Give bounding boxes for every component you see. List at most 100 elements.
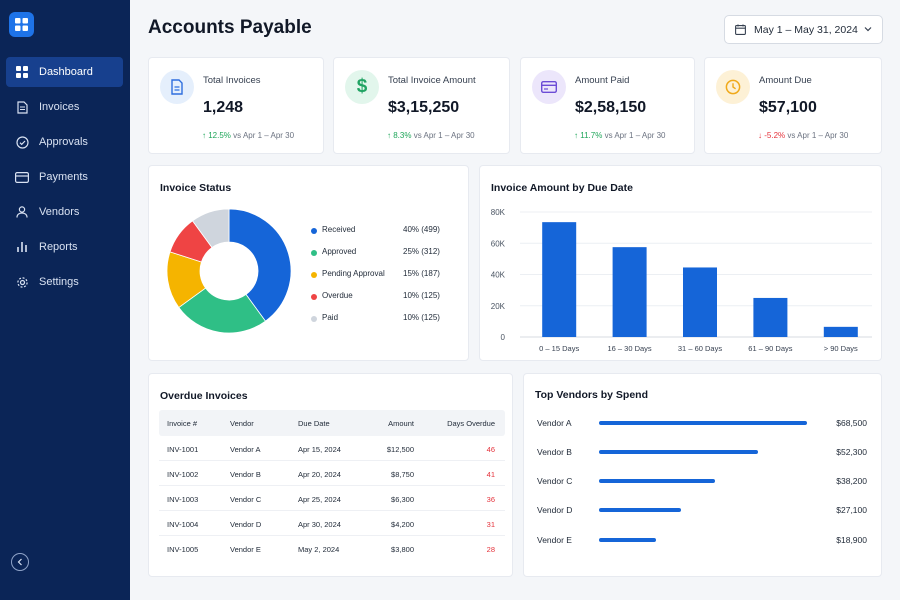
invoice-status-legend: Received 40% (499) Approved 25% (312) Pe…: [311, 224, 446, 334]
bar[interactable]: [683, 267, 717, 337]
sidebar-item-label: Reports: [39, 241, 78, 253]
donut-slice-paid[interactable]: [191, 208, 230, 249]
card-title: Top Vendors by Spend: [535, 389, 648, 401]
kpi-value: 1,248: [203, 99, 244, 116]
kpi-delta: ↑ 8.3% vs Apr 1 – Apr 30: [387, 131, 475, 140]
donut-slice-received[interactable]: [228, 208, 292, 322]
kpi-label: Amount Paid: [575, 75, 630, 86]
column-header[interactable]: Due Date: [298, 419, 330, 428]
legend-item-paid: Paid 10% (125): [311, 312, 446, 334]
sidebar-item-invoices[interactable]: Invoices: [6, 92, 123, 122]
vendor-spend-bar: [599, 450, 758, 454]
arrow-down-icon: ↓: [758, 131, 765, 140]
sidebar-item-label: Vendors: [39, 206, 80, 218]
sidebar: Dashboard Invoices Approvals Payments Ve…: [0, 0, 130, 600]
vendor-row[interactable]: Vendor B $52,300: [537, 447, 867, 457]
document-icon: [160, 70, 194, 104]
kpi-card-amount-due: Amount Due $57,100 ↓ -5.2% vs Apr 1 – Ap…: [704, 57, 882, 154]
vendor-spend-bar: [599, 538, 657, 542]
column-header[interactable]: Days Overdue: [447, 419, 495, 428]
table-row[interactable]: INV-1004 Vendor D Apr 30, 2024 $4,200 31: [159, 511, 505, 536]
legend-dot: [311, 272, 317, 278]
check-circle-icon: [15, 135, 29, 149]
vendor-spend-bar: [599, 421, 807, 425]
vendor-row[interactable]: Vendor A $68,500: [537, 418, 867, 428]
legend-item-received: Received 40% (499): [311, 224, 446, 246]
card-title: Invoice Status: [160, 182, 232, 194]
card-title: Overdue Invoices: [160, 390, 248, 402]
column-header[interactable]: Invoice #: [167, 419, 198, 428]
credit-card-icon: [532, 70, 566, 104]
x-tick-label: 16 – 30 Days: [607, 344, 651, 353]
y-tick-label: 60K: [491, 239, 506, 248]
kpi-label: Total Invoices: [203, 75, 261, 86]
sidebar-item-label: Settings: [39, 276, 79, 288]
sidebar-item-payments[interactable]: Payments: [6, 162, 123, 192]
column-header[interactable]: Amount: [388, 419, 414, 428]
sidebar-item-approvals[interactable]: Approvals: [6, 127, 123, 157]
vendor-row[interactable]: Vendor C $38,200: [537, 476, 867, 486]
dollar-icon: $: [345, 70, 379, 104]
bar[interactable]: [753, 297, 788, 337]
table-row[interactable]: INV-1003 Vendor C Apr 25, 2024 $6,300 36: [159, 486, 505, 511]
chevron-down-icon: [864, 27, 872, 32]
x-tick-label: 61 – 90 Days: [748, 344, 792, 353]
bar[interactable]: [823, 326, 858, 337]
invoice-amount-by-due-date-card: Invoice Amount by Due Date 0 20K 40K 60K 80K…: [479, 165, 882, 361]
sidebar-item-reports[interactable]: Reports: [6, 232, 123, 262]
y-tick-label: 20K: [491, 302, 506, 311]
kpi-delta: ↑ 11.7% vs Apr 1 – Apr 30: [574, 131, 666, 140]
kpi-label: Total Invoice Amount: [388, 75, 476, 86]
overdue-invoices-table: Invoice # Vendor Due Date Amount Days Ov…: [159, 410, 505, 561]
vendor-spend-bar: [599, 508, 682, 512]
kpi-value: $2,58,150: [575, 99, 647, 116]
sidebar-item-vendors[interactable]: Vendors: [6, 197, 123, 227]
arrow-up-icon: ↑: [574, 131, 581, 140]
kpi-card-amount-paid: Amount Paid $2,58,150 ↑ 11.7% vs Apr 1 –…: [520, 57, 695, 154]
table-row[interactable]: INV-1002 Vendor B Apr 20, 2024 $8,750 41: [159, 461, 505, 486]
sidebar-item-label: Approvals: [39, 136, 88, 148]
dashboard-grid-icon: [15, 65, 29, 79]
clock-icon: [716, 70, 750, 104]
vendor-spend-bar: [599, 479, 715, 483]
x-tick-label: 31 – 60 Days: [678, 344, 722, 353]
overdue-invoices-card: Overdue Invoices Invoice # Vendor Due Da…: [148, 373, 513, 577]
vendor-row[interactable]: Vendor D $27,100: [537, 505, 867, 515]
sidebar-item-dashboard[interactable]: Dashboard: [6, 57, 123, 87]
date-range-picker[interactable]: May 1 – May 31, 2024: [724, 15, 883, 44]
table-header: Invoice # Vendor Due Date Amount Days Ov…: [159, 410, 505, 436]
credit-card-icon: [15, 170, 29, 184]
kpi-delta: ↑ 12.5% vs Apr 1 – Apr 30: [202, 131, 295, 140]
card-title: Invoice Amount by Due Date: [491, 182, 633, 194]
legend-item-approved: Approved 25% (312): [311, 246, 446, 268]
table-row[interactable]: INV-1005 Vendor E May 2, 2024 $3,800 28: [167, 545, 495, 554]
y-tick-label: 80K: [491, 208, 506, 217]
kpi-delta: ↓ -5.2% vs Apr 1 – Apr 30: [758, 131, 849, 140]
vendor-row[interactable]: Vendor E $18,900: [537, 535, 867, 545]
app-logo-icon[interactable]: [9, 12, 34, 37]
top-vendors-card: Top Vendors by Spend Vendor A $68,500 Ve…: [523, 373, 882, 577]
sidebar-item-label: Dashboard: [39, 66, 93, 78]
user-icon: [15, 205, 29, 219]
invoice-amount-bar-chart: 0 20K 40K 60K 80K 0 – 15 Days 16 – 30 Days 31 –…: [491, 208, 872, 353]
kpi-card-total-invoice-amount: $ Total Invoice Amount $3,15,250 ↑ 8.3% …: [333, 57, 510, 154]
chevron-left-icon: [17, 558, 22, 566]
date-range-label: May 1 – May 31, 2024: [754, 23, 858, 36]
collapse-sidebar-button[interactable]: [11, 553, 29, 571]
x-tick-label: 0 – 15 Days: [539, 344, 579, 353]
sidebar-item-label: Invoices: [39, 101, 80, 113]
kpi-value: $3,15,250: [388, 99, 460, 116]
table-row[interactable]: INV-1001 Vendor A Apr 15, 2024 $12,500 4…: [159, 436, 505, 461]
bar[interactable]: [542, 222, 577, 337]
bar-chart-icon: [15, 240, 29, 254]
sidebar-item-settings[interactable]: Settings: [6, 267, 123, 297]
legend-item-overdue: Overdue 10% (125): [311, 290, 446, 312]
kpi-label: Amount Due: [759, 75, 812, 86]
kpi-card-total-invoices: Total Invoices 1,248 ↑ 12.5% vs Apr 1 – …: [148, 57, 324, 154]
bar[interactable]: [612, 247, 647, 337]
legend-item-pending-approval: Pending Approval 15% (187): [311, 268, 446, 290]
y-tick-label: 0: [501, 333, 506, 342]
kpi-value: $57,100: [759, 99, 817, 116]
column-header[interactable]: Vendor: [230, 419, 254, 428]
x-tick-label: > 90 Days: [824, 344, 858, 353]
